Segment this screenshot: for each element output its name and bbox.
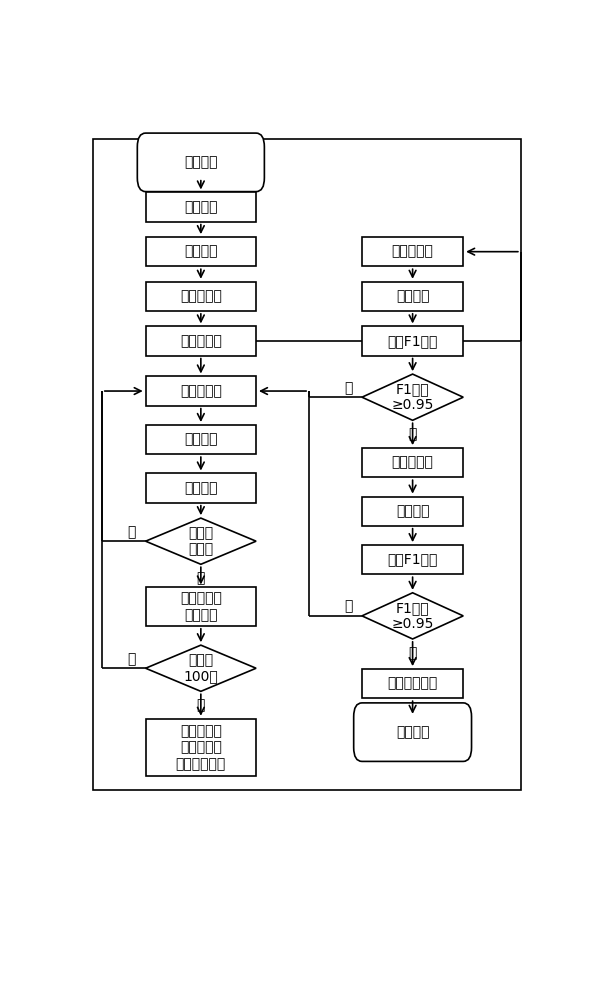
FancyBboxPatch shape <box>146 425 256 454</box>
Polygon shape <box>362 593 463 639</box>
Polygon shape <box>146 518 256 564</box>
Text: 训练集
读取完: 训练集 读取完 <box>188 526 213 556</box>
Text: 临床应用: 临床应用 <box>396 725 429 739</box>
Polygon shape <box>362 374 463 420</box>
FancyBboxPatch shape <box>146 326 256 356</box>
Text: 读取测试集: 读取测试集 <box>391 456 434 470</box>
Text: 挑选最小损
失对应的模
型参数并加载: 挑选最小损 失对应的模 型参数并加载 <box>176 724 226 771</box>
Text: 计算损失: 计算损失 <box>184 481 217 495</box>
Text: 模型计算: 模型计算 <box>396 504 429 518</box>
FancyBboxPatch shape <box>146 192 256 222</box>
Text: 读取数据: 读取数据 <box>184 155 217 169</box>
Text: F1分数
≥0.95: F1分数 ≥0.95 <box>391 601 434 631</box>
FancyBboxPatch shape <box>362 545 463 574</box>
Text: 是: 是 <box>409 427 417 441</box>
FancyBboxPatch shape <box>362 669 463 698</box>
FancyBboxPatch shape <box>362 326 463 356</box>
FancyBboxPatch shape <box>146 719 256 776</box>
FancyBboxPatch shape <box>146 237 256 266</box>
Text: 是: 是 <box>197 571 205 585</box>
Text: 否: 否 <box>128 652 136 666</box>
Polygon shape <box>146 645 256 691</box>
Text: 数据集划分: 数据集划分 <box>180 334 222 348</box>
Text: 单心拍分割: 单心拍分割 <box>180 289 222 303</box>
Text: 否: 否 <box>344 600 352 614</box>
FancyBboxPatch shape <box>137 133 264 192</box>
FancyBboxPatch shape <box>146 376 256 406</box>
Text: 计算F1分数: 计算F1分数 <box>387 334 438 348</box>
FancyBboxPatch shape <box>146 587 256 626</box>
Text: 数据降噪: 数据降噪 <box>184 200 217 214</box>
Text: 保存模型参数: 保存模型参数 <box>387 677 438 691</box>
Text: 计算F1分数: 计算F1分数 <box>387 553 438 567</box>
FancyBboxPatch shape <box>362 237 463 266</box>
FancyBboxPatch shape <box>146 282 256 311</box>
Text: 模型计算: 模型计算 <box>396 289 429 303</box>
Text: 是: 是 <box>409 646 417 660</box>
Text: 读取验证集: 读取验证集 <box>391 245 434 259</box>
Text: 否: 否 <box>344 381 352 395</box>
FancyBboxPatch shape <box>362 282 463 311</box>
Text: F1分数
≥0.95: F1分数 ≥0.95 <box>391 382 434 412</box>
Text: 否: 否 <box>128 525 136 539</box>
FancyBboxPatch shape <box>362 497 463 526</box>
FancyBboxPatch shape <box>362 448 463 477</box>
FancyBboxPatch shape <box>146 473 256 503</box>
Text: 保存损失和
模型参数: 保存损失和 模型参数 <box>180 592 222 622</box>
Text: 标签整理: 标签整理 <box>184 245 217 259</box>
Text: 是: 是 <box>197 698 205 712</box>
Text: 读取训练集: 读取训练集 <box>180 384 222 398</box>
Text: 训练完
100次: 训练完 100次 <box>184 653 218 683</box>
Text: 模型计算: 模型计算 <box>184 433 217 447</box>
FancyBboxPatch shape <box>353 703 472 761</box>
